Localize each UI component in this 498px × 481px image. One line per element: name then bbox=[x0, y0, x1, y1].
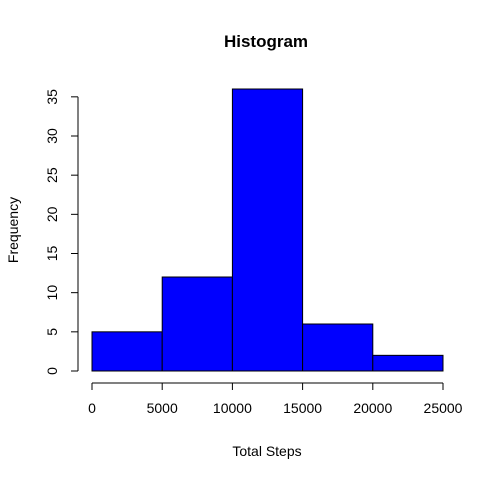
histogram-bar-3 bbox=[303, 324, 373, 371]
y-tick-label: 35 bbox=[44, 89, 60, 105]
y-axis-label: Frequency bbox=[5, 197, 21, 263]
x-tick-label: 0 bbox=[88, 400, 96, 416]
y-tick-label: 20 bbox=[44, 206, 60, 222]
x-tick-label: 10000 bbox=[213, 400, 252, 416]
y-tick-label: 10 bbox=[44, 285, 60, 301]
y-tick-label: 0 bbox=[44, 367, 60, 375]
x-tick-label: 15000 bbox=[283, 400, 322, 416]
y-tick-label: 5 bbox=[44, 328, 60, 336]
y-axis: 0 5 10 15 20 25 30 35 bbox=[44, 89, 78, 375]
y-tick-label: 25 bbox=[44, 167, 60, 183]
x-tick-label: 5000 bbox=[147, 400, 178, 416]
y-tick-label: 15 bbox=[44, 246, 60, 262]
bars-group bbox=[92, 89, 443, 371]
x-tick-label: 25000 bbox=[424, 400, 463, 416]
x-tick-label: 20000 bbox=[353, 400, 392, 416]
histogram-bar-1 bbox=[162, 277, 232, 371]
histogram-bar-4 bbox=[373, 355, 443, 371]
chart-title: Histogram bbox=[224, 32, 308, 51]
histogram-bar-2 bbox=[232, 89, 302, 371]
y-tick-label: 30 bbox=[44, 128, 60, 144]
histogram-bar-0 bbox=[92, 332, 162, 371]
x-axis-label: Total Steps bbox=[232, 443, 301, 459]
x-axis: 0 5000 10000 15000 20000 25000 bbox=[88, 383, 463, 416]
